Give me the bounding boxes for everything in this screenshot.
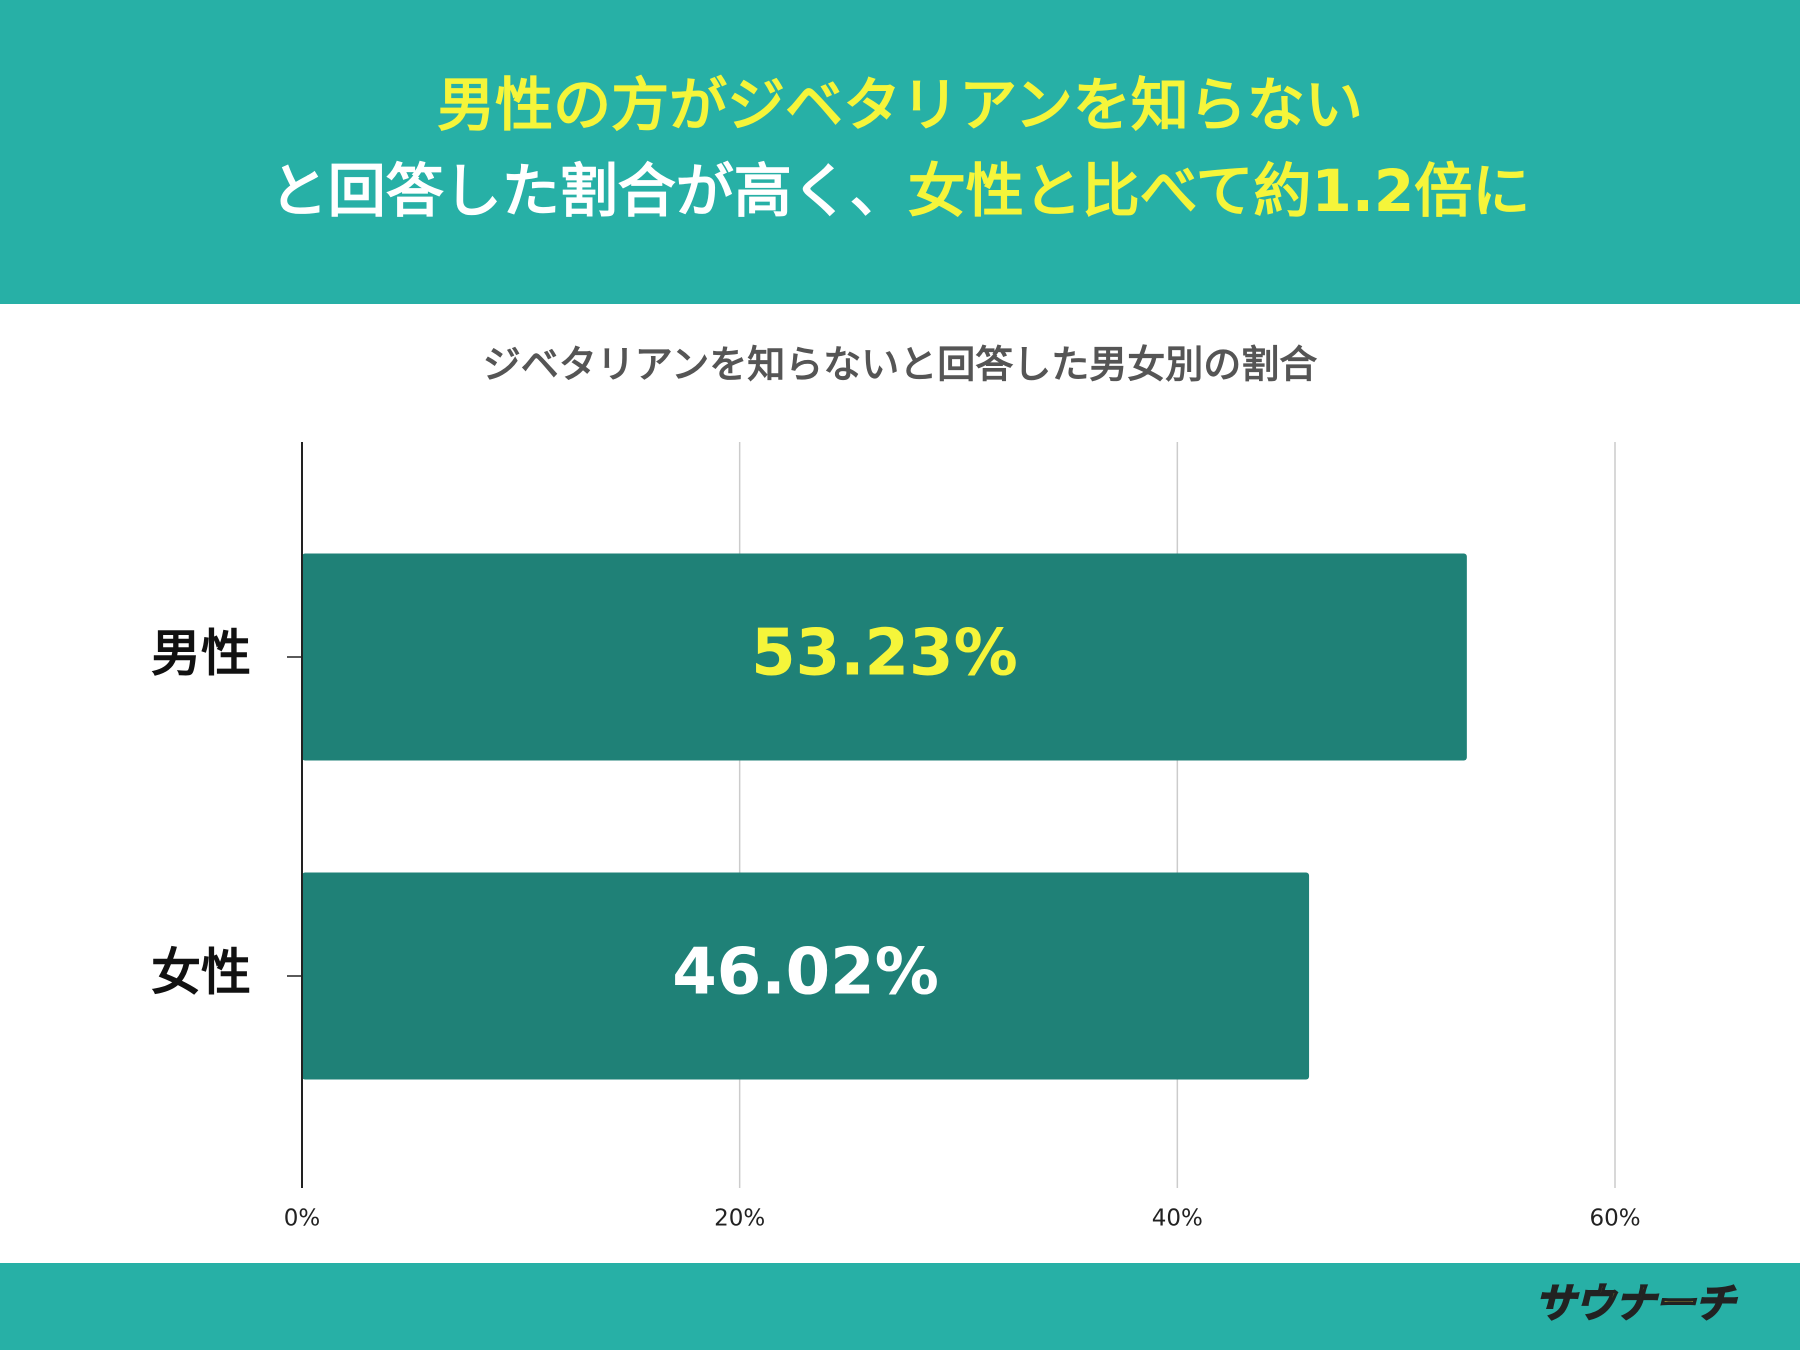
value-label: 46.02% — [672, 936, 939, 1010]
bar — [302, 553, 1467, 761]
bar — [302, 872, 1310, 1080]
logo: サウナーチ — [1535, 1281, 1737, 1327]
header-segment: 男性の方がジベタリアンを知らない — [437, 71, 1363, 139]
header-band — [0, 0, 1800, 304]
header-title: 男性の方がジベタリアンを知らない — [437, 71, 1363, 139]
footer-band — [0, 1263, 1800, 1350]
x-tick-label: 20% — [714, 1206, 765, 1232]
x-tick-label: 60% — [1589, 1206, 1640, 1232]
x-tick-label: 0% — [284, 1206, 321, 1232]
y-tick-label: 男性 — [151, 625, 251, 683]
header-segment: と回答した割合が高く、 — [270, 157, 908, 225]
header-title: と回答した割合が高く、女性と比べて約1.2倍に — [270, 157, 1530, 225]
x-tick-label: 40% — [1152, 1206, 1203, 1232]
chart-title: ジベタリアンを知らないと回答した男女別の割合 — [483, 343, 1317, 387]
header-segment: 女性と比べて約1.2倍に — [908, 157, 1530, 225]
y-tick-label: 女性 — [151, 944, 251, 1002]
value-label: 53.23% — [751, 617, 1018, 691]
